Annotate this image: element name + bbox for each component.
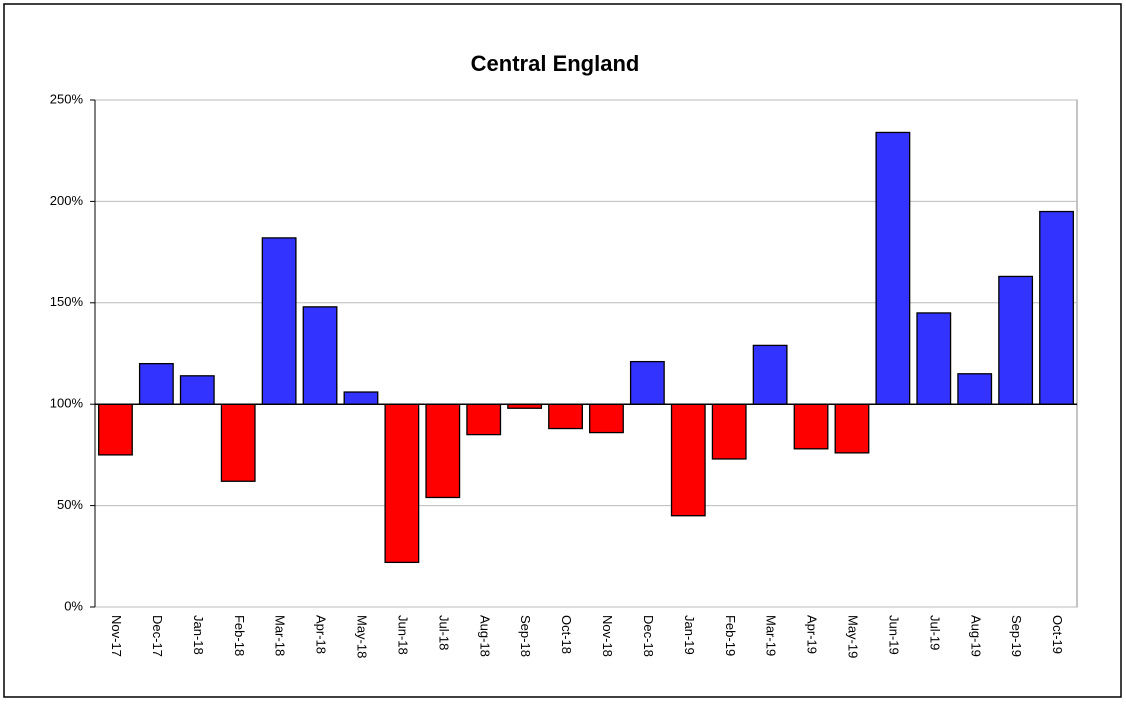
x-tick-label: Jul-19	[927, 615, 942, 650]
x-tick-label: May-18	[355, 615, 370, 658]
y-tick-label: 50%	[57, 497, 83, 512]
bar	[220, 403, 256, 482]
bar	[711, 403, 747, 460]
x-tick-label: Jun-18	[395, 615, 410, 655]
bar	[998, 275, 1034, 405]
bar	[1039, 210, 1074, 405]
y-tick-label: 200%	[50, 193, 84, 208]
x-tick-label: Oct-18	[559, 615, 574, 654]
bar	[752, 344, 788, 405]
bar	[261, 237, 297, 405]
y-tick-label: 100%	[50, 396, 84, 411]
bar	[138, 362, 174, 405]
bar	[343, 391, 379, 405]
x-tick-label: Jun-19	[886, 615, 901, 655]
x-tick-label: Jan-19	[682, 615, 697, 655]
x-tick-label: Feb-18	[232, 615, 247, 656]
x-tick-label: May-19	[846, 615, 861, 658]
bar	[384, 403, 420, 564]
x-tick-label: Jul-18	[436, 615, 451, 650]
x-tick-label: Apr-19	[805, 615, 820, 654]
y-tick-label: 150%	[50, 294, 84, 309]
bar	[589, 403, 624, 434]
x-tick-label: Sep-18	[518, 615, 533, 657]
x-tick-label: Nov-17	[109, 615, 124, 657]
x-tick-label: Jan-18	[191, 615, 206, 655]
frame	[3, 3, 1122, 698]
x-tick-label: Aug-19	[968, 615, 983, 657]
bar	[466, 403, 502, 436]
bar	[98, 403, 133, 456]
chart-title: Central England	[471, 51, 640, 76]
bar	[875, 131, 911, 405]
bar	[302, 306, 338, 405]
x-tick-label: Apr-18	[314, 615, 329, 654]
x-tick-label: Mar-19	[764, 615, 779, 656]
x-tick-label: Feb-19	[723, 615, 738, 656]
bar	[793, 403, 829, 450]
x-tick-label: Mar-18	[273, 615, 288, 656]
bar	[957, 373, 993, 405]
x-tick-label: Dec-17	[150, 615, 165, 657]
bar	[670, 403, 706, 517]
bar	[425, 403, 461, 499]
x-tick-label: Sep-19	[1009, 615, 1024, 657]
y-tick-label: 0%	[64, 598, 83, 613]
bar	[548, 403, 583, 430]
x-tick-label: Aug-18	[477, 615, 492, 657]
x-tick-label: Nov-18	[600, 615, 615, 657]
x-tick-label: Oct-19	[1050, 615, 1065, 654]
bar	[834, 403, 870, 454]
x-tick-label: Dec-18	[641, 615, 656, 657]
bar	[179, 375, 215, 405]
y-tick-label: 250%	[50, 91, 84, 106]
bar	[916, 312, 952, 405]
bar	[629, 360, 665, 405]
